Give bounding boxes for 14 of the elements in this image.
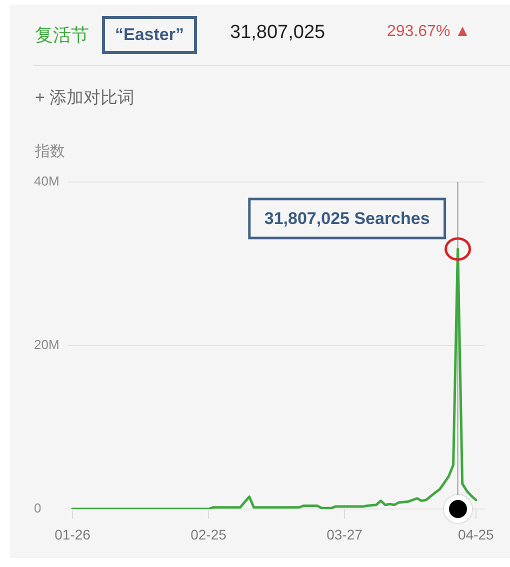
text: 复活节	[35, 24, 89, 47]
y-axis-title: 指数	[35, 142, 65, 162]
x-tick-label: 02-25	[190, 526, 227, 542]
text: 31,807,025	[230, 22, 326, 45]
y-tick-label: 40M	[34, 174, 60, 189]
x-tick-label: 01-26	[54, 526, 91, 542]
text: 293.67% ▲	[387, 23, 470, 42]
x-tick-label: 04-25	[458, 526, 494, 542]
annotation: 31,807,025 Searches	[264, 209, 430, 228]
text: + 添加对比词	[35, 87, 135, 108]
y-tick-label: 20M	[34, 337, 60, 352]
text: “Easter”	[102, 16, 197, 54]
y-tick-label: 0	[34, 500, 42, 516]
x-tick-label: 03-27	[326, 526, 363, 542]
